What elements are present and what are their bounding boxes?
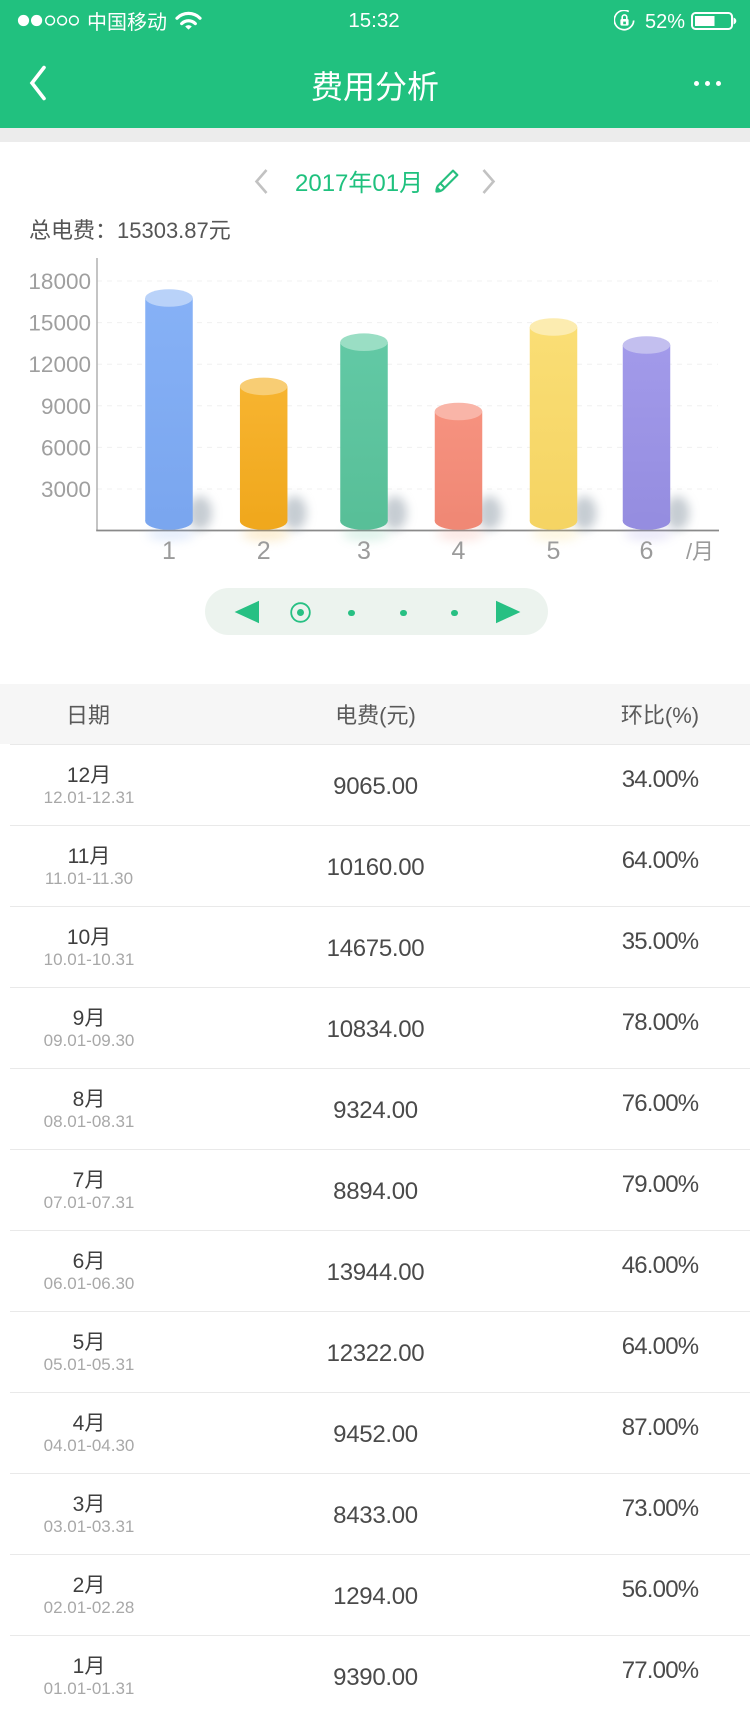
svg-text:1: 1 [162,537,176,565]
svg-text:9000: 9000 [41,394,91,419]
svg-text:12000: 12000 [28,352,91,377]
svg-text:6: 6 [640,537,654,565]
svg-text:4: 4 [452,537,466,565]
svg-text:2: 2 [257,537,271,565]
svg-text:/月: /月 [686,534,714,566]
svg-text:18000: 18000 [28,269,91,294]
svg-text:6000: 6000 [41,435,91,460]
svg-text:15000: 15000 [28,311,91,336]
svg-text:3: 3 [357,537,371,565]
svg-text:5: 5 [547,537,561,565]
svg-text:3000: 3000 [41,477,91,502]
